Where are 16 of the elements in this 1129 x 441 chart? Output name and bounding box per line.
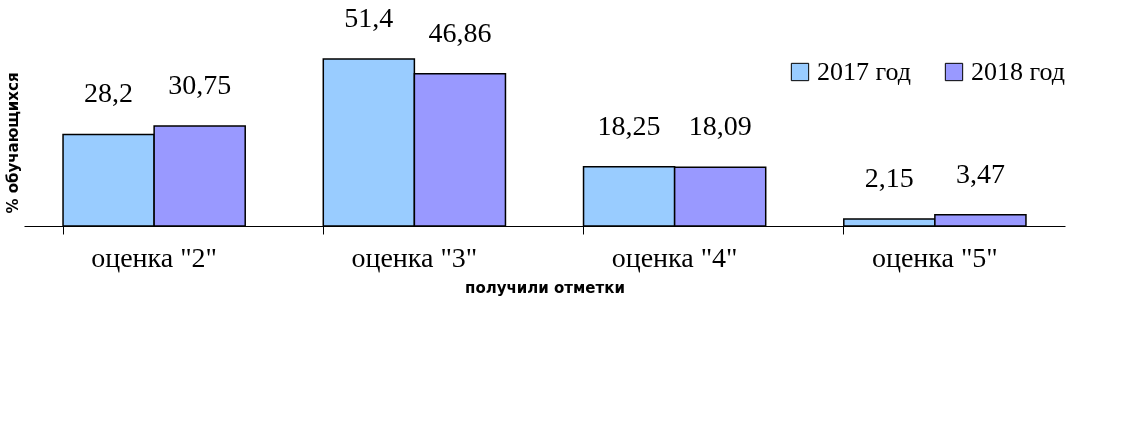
- data-label: 30,75: [168, 69, 232, 101]
- x-axis-title: получили отметки: [465, 278, 625, 297]
- legend-label: 2017 год: [817, 57, 911, 86]
- x-tick-label: оценка "3": [351, 241, 478, 273]
- data-label: 3,47: [955, 157, 1005, 189]
- data-label: 18,09: [688, 110, 752, 142]
- data-label: 51,4: [344, 2, 394, 33]
- x-tick-label: оценка "4": [611, 241, 738, 273]
- y-axis-title: % обучающихся: [3, 72, 22, 214]
- x-tick-label: оценка "5": [871, 241, 998, 273]
- data-label: 46,86: [428, 16, 492, 48]
- legend-label: 2018 год: [971, 57, 1065, 86]
- data-label: 18,25: [597, 109, 661, 141]
- data-label: 28,2: [84, 77, 134, 109]
- data-label: 2,15: [864, 162, 914, 194]
- x-tick-label: оценка "2": [91, 241, 218, 273]
